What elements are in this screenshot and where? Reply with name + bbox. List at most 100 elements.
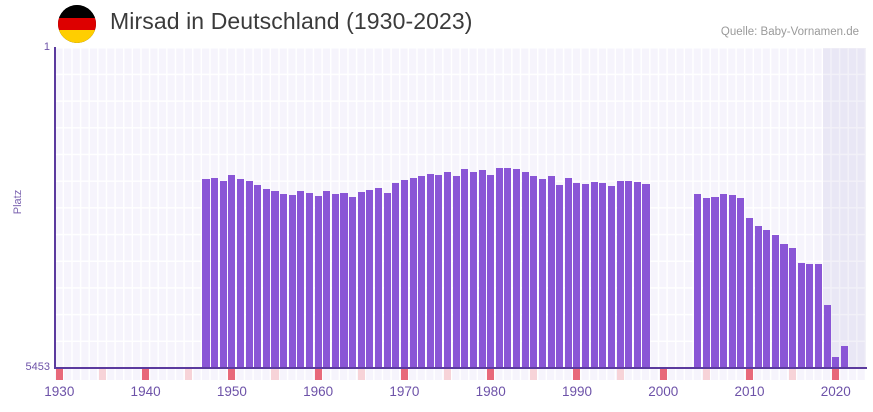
bar-1957 — [288, 194, 296, 368]
tick-strip-grid — [55, 369, 866, 380]
tick-minor-1995 — [616, 369, 624, 380]
tick-major-2010 — [745, 369, 754, 380]
tick-major-1960 — [314, 369, 322, 380]
bars-container — [55, 48, 866, 368]
bar-2010 — [745, 218, 754, 368]
x-axis-label-1980: 1980 — [475, 384, 506, 399]
bar-1975 — [444, 172, 452, 368]
bar-1947 — [202, 178, 210, 368]
bar-1966 — [366, 189, 374, 368]
flag-band-red — [58, 17, 96, 31]
bar-1988 — [556, 184, 564, 368]
bar-1969 — [392, 182, 400, 368]
bar-2015 — [789, 247, 797, 368]
flag-band-gold — [58, 30, 96, 43]
tick-major-1970 — [400, 369, 408, 380]
x-axis-label-1990: 1990 — [561, 384, 592, 399]
tick-major-1940 — [142, 369, 150, 380]
bar-1983 — [513, 168, 521, 368]
tick-minor-2015 — [789, 369, 797, 380]
bar-2016 — [797, 262, 805, 368]
bar-1990 — [573, 182, 581, 368]
tick-major-1950 — [228, 369, 236, 380]
bar-1954 — [262, 188, 270, 368]
x-axis-label-1950: 1950 — [216, 384, 247, 399]
y-axis-top-label: 1 — [43, 41, 50, 53]
tick-minor-1945 — [185, 369, 193, 380]
tick-minor-1975 — [444, 369, 452, 380]
bar-1949 — [219, 181, 227, 368]
chart-title: Mirsad in Deutschland (1930-2023) — [110, 8, 473, 34]
bar-1959 — [305, 192, 314, 368]
bar-1978 — [469, 171, 477, 368]
bar-1951 — [236, 178, 245, 368]
bar-2013 — [771, 234, 779, 368]
bar-1967 — [374, 188, 383, 368]
x-axis-label-2000: 2000 — [648, 384, 679, 399]
bar-2009 — [737, 198, 745, 368]
bar-1986 — [538, 178, 546, 368]
tick-major-1990 — [573, 369, 581, 380]
bar-1997 — [633, 181, 641, 368]
bar-2006 — [711, 197, 719, 368]
bar-1965 — [357, 192, 365, 368]
bar-1948 — [211, 177, 219, 368]
bar-1973 — [426, 174, 434, 368]
bar-2014 — [780, 243, 788, 368]
bar-1972 — [418, 176, 426, 368]
bar-1974 — [435, 175, 443, 368]
bar-2004 — [694, 194, 702, 368]
tick-major-1980 — [487, 369, 495, 380]
bar-1962 — [331, 193, 339, 368]
bar-2007 — [720, 194, 728, 368]
x-axis-label-1970: 1970 — [389, 384, 420, 399]
bar-2017 — [806, 263, 814, 368]
bar-1977 — [461, 168, 469, 368]
bar-1996 — [625, 181, 633, 368]
x-axis-tick-strip — [55, 369, 866, 380]
bar-1950 — [228, 174, 236, 368]
x-axis-label-1960: 1960 — [303, 384, 334, 399]
bar-1994 — [607, 185, 615, 368]
y-axis-bottom-label: 5453 — [25, 361, 50, 373]
bar-1968 — [383, 192, 391, 368]
x-axis-label-1930: 1930 — [44, 384, 75, 399]
bar-1964 — [349, 197, 357, 368]
bar-1989 — [564, 177, 572, 368]
bar-1976 — [452, 176, 460, 368]
plot-area — [55, 48, 866, 368]
bar-1998 — [642, 183, 650, 368]
bar-2008 — [728, 194, 736, 368]
bar-2005 — [702, 198, 710, 368]
tick-major-1930 — [55, 369, 63, 380]
tick-major-2020 — [832, 369, 840, 380]
source-attribution: Quelle: Baby-Vornamen.de — [720, 26, 859, 38]
y-axis-line — [54, 47, 56, 369]
bar-1987 — [547, 176, 555, 368]
bar-1952 — [245, 180, 253, 368]
x-axis-label-2020: 2020 — [820, 384, 851, 399]
tick-major-2000 — [659, 369, 667, 380]
bar-1995 — [616, 181, 624, 368]
bar-2021 — [840, 346, 848, 368]
bar-1971 — [409, 178, 417, 368]
bar-2012 — [763, 230, 771, 368]
x-axis-label-1940: 1940 — [130, 384, 161, 399]
bar-1980 — [487, 175, 495, 368]
bar-1982 — [504, 167, 512, 368]
bar-2011 — [754, 225, 762, 368]
bar-1970 — [400, 180, 408, 368]
x-axis-line — [54, 367, 867, 369]
tick-minor-1935 — [98, 369, 106, 380]
flag-band-black — [58, 5, 96, 18]
bar-1958 — [297, 191, 305, 368]
bar-1960 — [314, 195, 322, 368]
bar-2020 — [832, 356, 840, 368]
bar-1985 — [530, 175, 538, 368]
bar-1963 — [340, 192, 348, 368]
bar-1993 — [599, 182, 607, 368]
bar-1955 — [271, 191, 279, 368]
y-axis-title: Platz — [12, 189, 24, 215]
bar-2018 — [815, 263, 823, 368]
